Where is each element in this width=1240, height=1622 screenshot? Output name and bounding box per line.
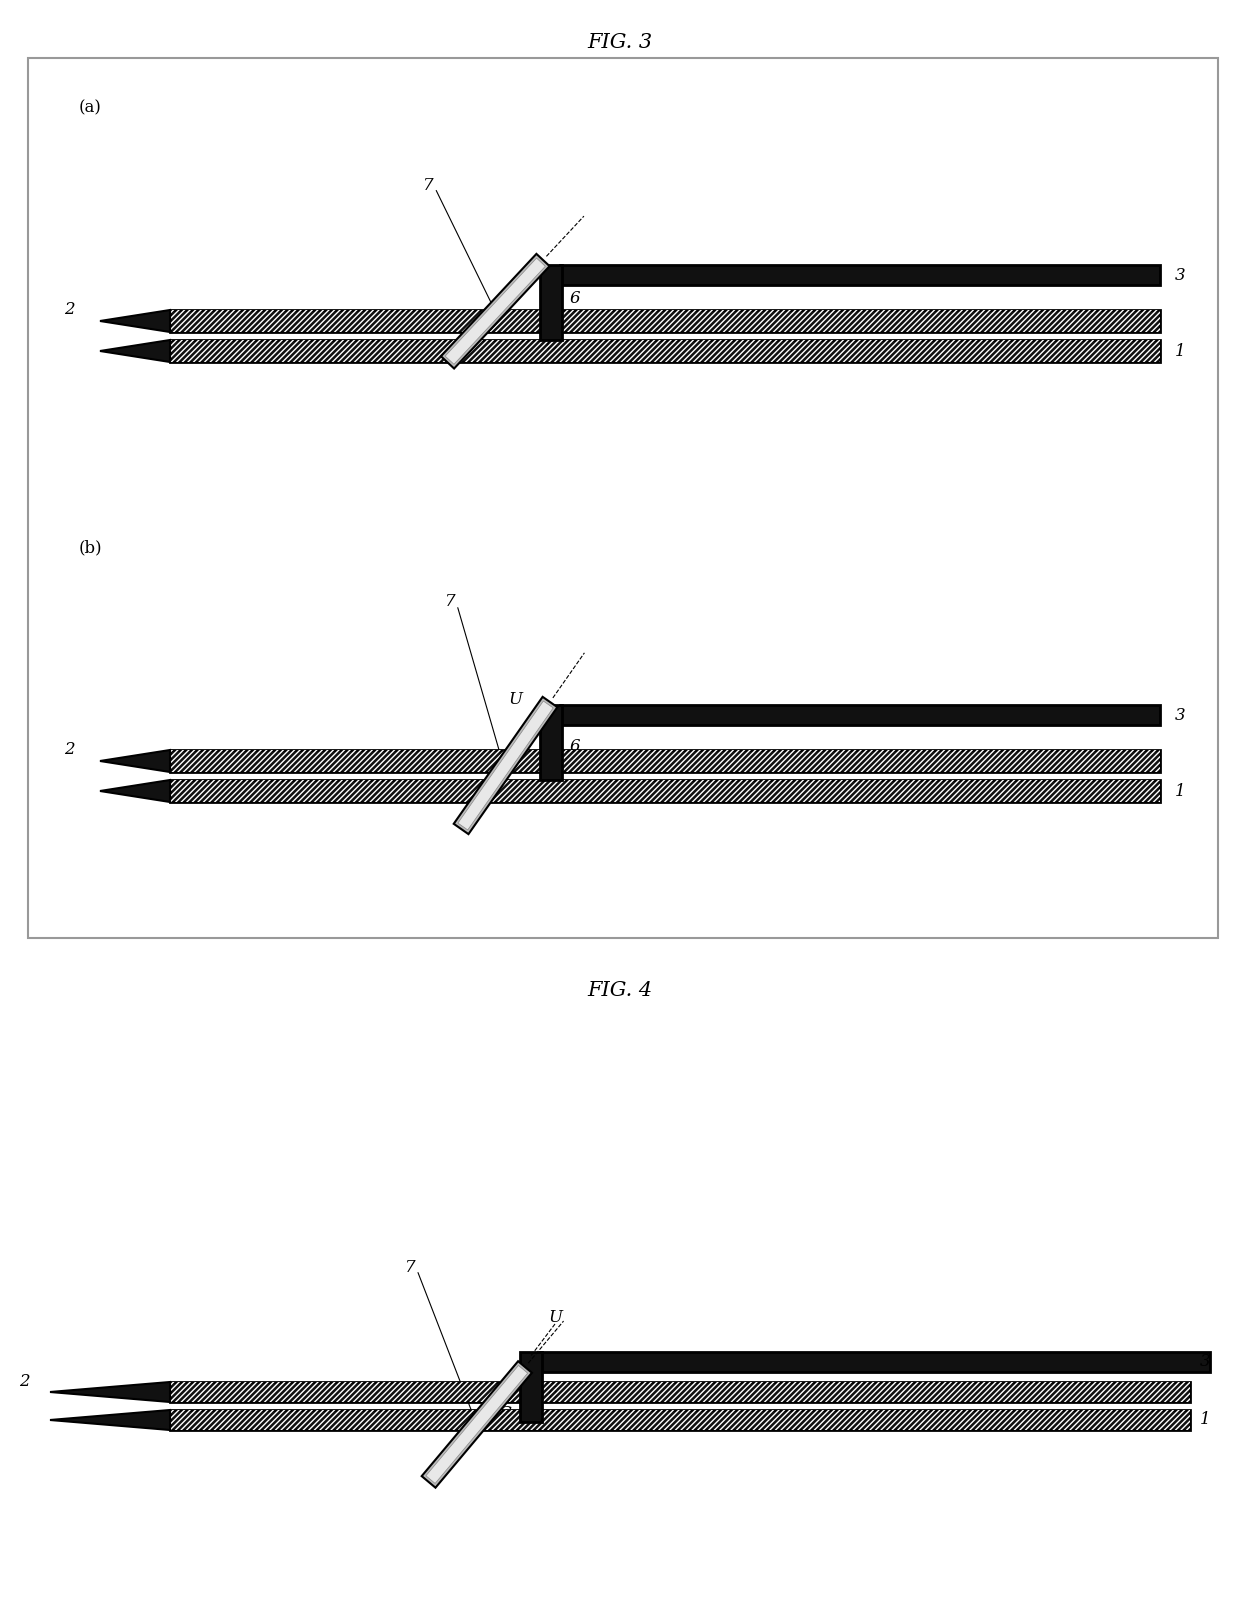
Polygon shape (422, 1361, 532, 1487)
Text: U: U (508, 691, 522, 709)
Text: C: C (546, 337, 558, 355)
Text: 7: 7 (404, 1259, 415, 1275)
Text: 6: 6 (570, 738, 580, 754)
Text: 2: 2 (20, 1374, 30, 1390)
Text: 6: 6 (570, 290, 580, 307)
Text: 7: 7 (445, 594, 455, 610)
Bar (170, 1382, 1190, 1401)
Bar (170, 1382, 1190, 1401)
Polygon shape (441, 255, 549, 368)
Text: 3: 3 (1200, 1353, 1210, 1371)
Text: 1: 1 (1176, 342, 1185, 360)
Text: 2: 2 (64, 741, 74, 757)
Bar (539, 264, 562, 341)
Text: 6: 6 (548, 1385, 559, 1403)
Polygon shape (100, 749, 170, 772)
Bar (170, 749, 1159, 772)
Bar (170, 1410, 1190, 1431)
Text: 3: 3 (1176, 266, 1185, 284)
Bar (560, 706, 1159, 725)
Bar (539, 1353, 1210, 1372)
Polygon shape (454, 697, 557, 834)
Bar (560, 264, 1159, 285)
Bar (170, 1410, 1190, 1431)
Text: FIG. 4: FIG. 4 (588, 981, 652, 999)
Bar (170, 310, 1159, 333)
Text: C: C (498, 1406, 511, 1422)
Polygon shape (100, 341, 170, 362)
Bar (170, 780, 1159, 801)
Bar (520, 1353, 542, 1422)
Polygon shape (100, 780, 170, 801)
Text: (b): (b) (78, 540, 102, 556)
Text: U: U (548, 1309, 562, 1325)
Text: 1: 1 (1176, 782, 1185, 800)
Bar (170, 341, 1159, 362)
Polygon shape (425, 1366, 528, 1484)
Polygon shape (100, 310, 170, 333)
Bar (170, 780, 1159, 801)
Bar (170, 749, 1159, 772)
Text: 3: 3 (1176, 707, 1185, 723)
Polygon shape (50, 1382, 170, 1401)
Polygon shape (50, 1410, 170, 1431)
Text: 1: 1 (1200, 1411, 1210, 1429)
Text: FIG. 3: FIG. 3 (588, 32, 652, 52)
Bar (539, 706, 562, 780)
Text: (a): (a) (78, 99, 102, 117)
Text: 7: 7 (423, 177, 433, 193)
Polygon shape (445, 258, 546, 365)
Text: 2: 2 (64, 300, 74, 318)
Bar (29, 58, 1218, 938)
Polygon shape (458, 701, 553, 830)
Bar (170, 310, 1159, 333)
Bar (170, 341, 1159, 362)
